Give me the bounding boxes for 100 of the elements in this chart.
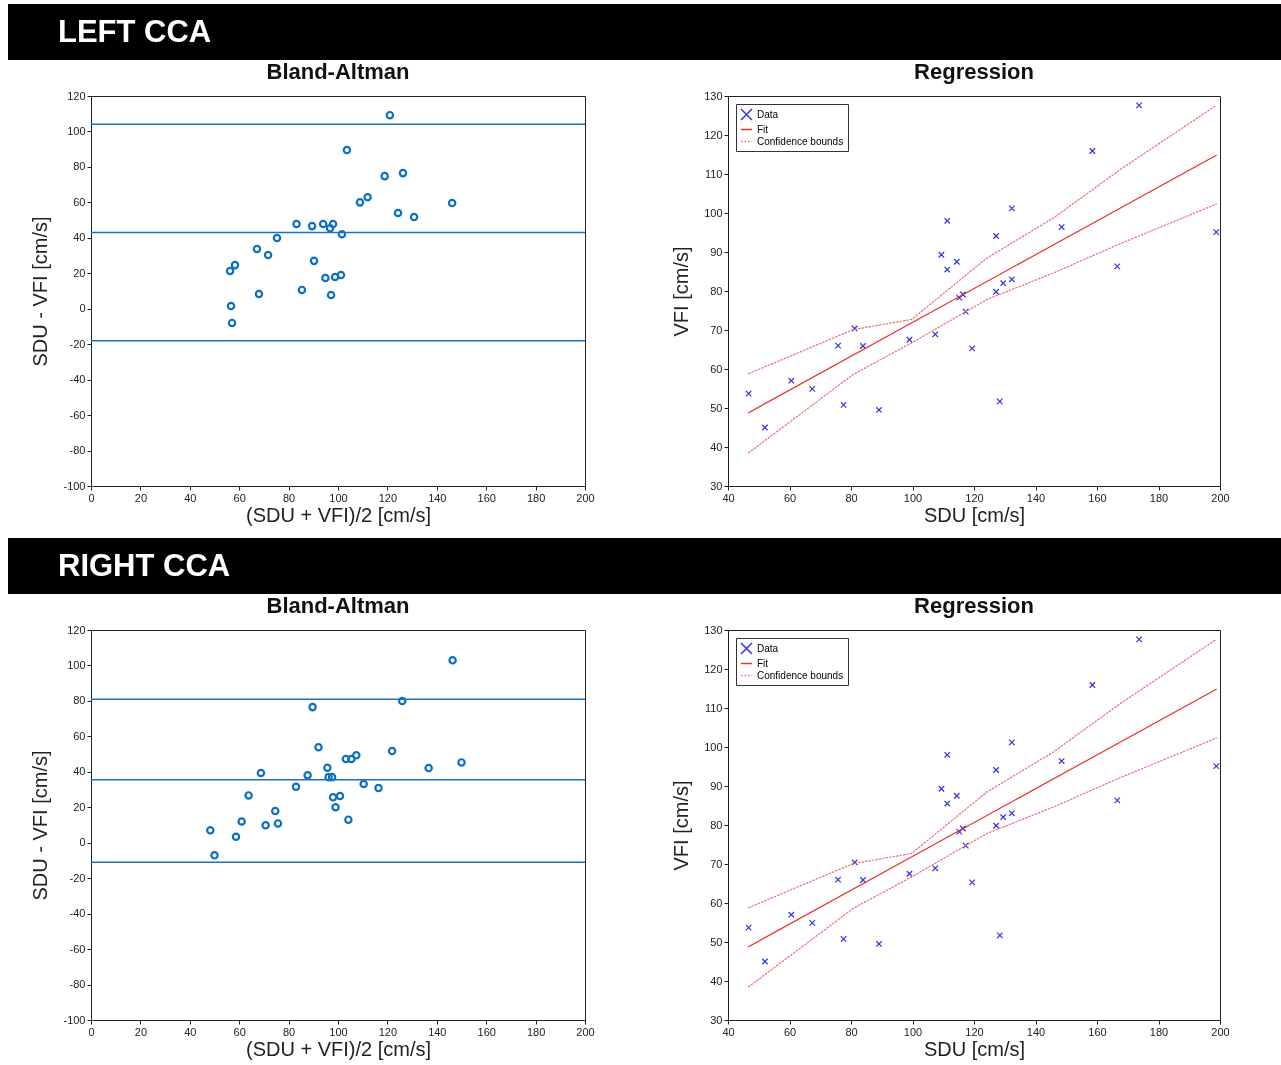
point bbox=[327, 772, 337, 782]
y-tick-label: 100 bbox=[704, 740, 723, 753]
legend-label: Data bbox=[757, 108, 779, 120]
x-tick-label: 40 bbox=[722, 1025, 735, 1038]
legend-label: Confidence bounds bbox=[757, 135, 844, 147]
y-tick-label: 70 bbox=[710, 857, 723, 870]
point bbox=[307, 221, 317, 231]
point bbox=[968, 878, 976, 886]
x-tick-label: 160 bbox=[1088, 1025, 1107, 1038]
point bbox=[448, 656, 457, 665]
x-tick-label: 100 bbox=[903, 491, 923, 504]
x-tick-label: 140 bbox=[1026, 1025, 1046, 1038]
point bbox=[761, 424, 769, 431]
point bbox=[996, 398, 1004, 405]
point bbox=[992, 766, 1000, 774]
point bbox=[252, 244, 262, 254]
x-tick-label: 0 bbox=[88, 1025, 95, 1038]
line-series bbox=[748, 203, 1217, 454]
point bbox=[318, 219, 328, 229]
x-tick-label: 100 bbox=[329, 491, 348, 504]
point bbox=[1135, 102, 1143, 109]
y-tick-label: 100 bbox=[67, 124, 86, 137]
point bbox=[309, 256, 319, 266]
y-tick-label: -20 bbox=[69, 871, 86, 884]
x-tick-label: 60 bbox=[783, 1025, 797, 1038]
point bbox=[840, 935, 847, 943]
y-tick-label: 90 bbox=[710, 779, 723, 792]
point bbox=[457, 758, 466, 767]
point bbox=[326, 290, 336, 300]
chart-title: Bland-Altman bbox=[266, 59, 410, 84]
y-tick-label: 120 bbox=[704, 662, 723, 675]
x-tick-label: 160 bbox=[477, 1025, 496, 1038]
y-tick-label: 80 bbox=[710, 818, 723, 831]
point bbox=[447, 198, 457, 208]
point bbox=[359, 779, 368, 789]
x-tick-label: 200 bbox=[1211, 491, 1230, 504]
point bbox=[374, 783, 383, 793]
point bbox=[331, 803, 340, 812]
x-tick-label: 120 bbox=[965, 1025, 984, 1038]
point bbox=[968, 344, 976, 352]
y-tick-label: 0 bbox=[79, 302, 86, 315]
point bbox=[1089, 147, 1096, 155]
point bbox=[1113, 797, 1121, 804]
x-tick-label: 20 bbox=[134, 1025, 148, 1038]
point bbox=[398, 168, 408, 178]
point bbox=[297, 285, 307, 295]
point bbox=[352, 751, 361, 760]
y-tick-label: -60 bbox=[69, 942, 86, 955]
point bbox=[244, 791, 253, 800]
y-tick-label: 20 bbox=[73, 266, 86, 279]
y-tick-label: 40 bbox=[73, 765, 86, 778]
x-tick-label: 140 bbox=[1026, 491, 1046, 504]
point bbox=[1089, 681, 1096, 689]
x-tick-label: 140 bbox=[428, 491, 447, 504]
x-tick-label: 20 bbox=[134, 491, 148, 504]
y-tick-label: 60 bbox=[73, 195, 86, 208]
text: LEFT CCA bbox=[8, 4, 1281, 60]
y-tick-label: 120 bbox=[704, 128, 723, 141]
x-tick-label: 180 bbox=[1149, 491, 1169, 504]
x-tick-label: 180 bbox=[526, 1025, 546, 1038]
point bbox=[325, 223, 335, 233]
point bbox=[335, 791, 345, 801]
point bbox=[231, 832, 241, 841]
x-tick-label: 160 bbox=[477, 491, 496, 504]
y-tick-label: 130 bbox=[704, 623, 723, 636]
x-tick-label: 200 bbox=[1211, 1025, 1230, 1038]
point bbox=[336, 270, 346, 280]
x-tick-label: 80 bbox=[845, 1025, 858, 1038]
y-tick-label: 40 bbox=[710, 440, 723, 453]
point bbox=[206, 826, 215, 835]
y-tick-label: 130 bbox=[704, 89, 723, 102]
y-tick-label: -80 bbox=[69, 978, 86, 991]
x-tick-label: 60 bbox=[233, 1025, 246, 1038]
y-tick-label: 120 bbox=[67, 89, 86, 102]
x-tick-label: 100 bbox=[329, 1025, 348, 1038]
y-tick-label: 60 bbox=[710, 896, 723, 909]
y-tick-label: 100 bbox=[67, 658, 86, 671]
point bbox=[342, 145, 352, 155]
y-tick-label: -100 bbox=[63, 1013, 86, 1026]
point bbox=[1212, 762, 1220, 770]
point bbox=[1008, 738, 1016, 746]
y-tick-label: 110 bbox=[704, 167, 723, 180]
point bbox=[237, 817, 246, 826]
point bbox=[261, 821, 270, 830]
x-tick-label: 120 bbox=[965, 491, 984, 504]
point bbox=[943, 800, 951, 807]
point bbox=[397, 696, 407, 706]
point bbox=[230, 260, 240, 270]
y-tick-label: -80 bbox=[69, 444, 86, 457]
point bbox=[1058, 223, 1065, 231]
y-tick-label: -60 bbox=[69, 408, 86, 421]
y-axis-title: VFI [cm/s] bbox=[670, 780, 693, 871]
x-tick-label: 80 bbox=[845, 491, 858, 504]
point bbox=[271, 806, 280, 816]
point bbox=[938, 251, 945, 259]
y-tick-label: 50 bbox=[710, 935, 723, 948]
chart-title: Bland-Altman bbox=[266, 593, 410, 618]
point bbox=[263, 250, 273, 260]
x-tick-label: 40 bbox=[722, 491, 735, 504]
point bbox=[324, 772, 333, 782]
